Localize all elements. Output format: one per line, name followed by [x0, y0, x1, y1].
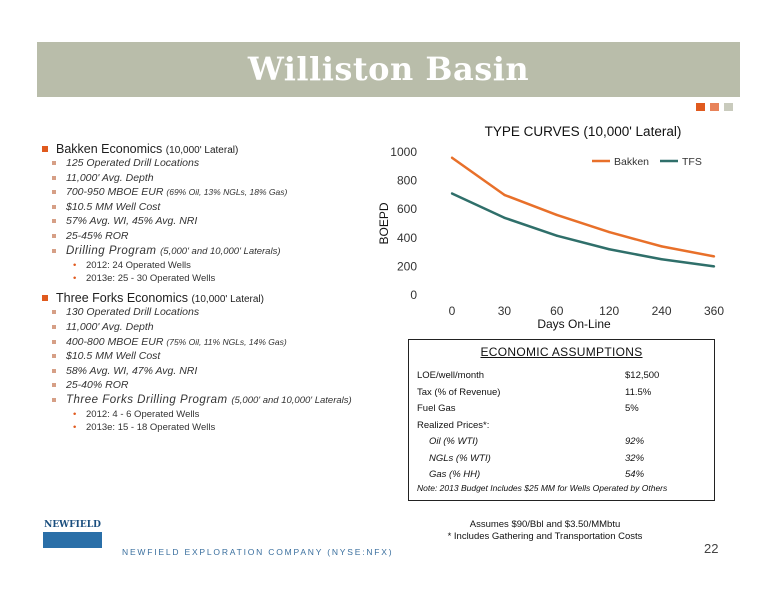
x-tick-label: 120	[599, 304, 619, 318]
title-banner: Williston Basin	[37, 42, 740, 97]
legend-label: Bakken	[614, 156, 649, 168]
price-assumption: Assumes $90/Bbl and $3.50/MMbtu	[469, 519, 621, 530]
economic-assumptions-box: ECONOMIC ASSUMPTIONS LOE/well/month $12,5…	[408, 339, 715, 501]
tf-program-item: 2013e: 15 - 18 Operated Wells	[40, 421, 400, 435]
accent-square-2	[710, 103, 719, 111]
economics-row-label: Oil (% WTI)	[429, 436, 479, 447]
x-axis-label: Days On-Line	[537, 317, 611, 331]
company-footer: NEWFIELD EXPLORATION COMPANY (NYSE:NFX)	[122, 547, 394, 557]
y-axis-label: BOEPD	[377, 202, 391, 244]
data-point-bakken	[555, 213, 558, 217]
x-tick-label: 60	[550, 304, 564, 318]
tf-item: $10.5 MM Well Cost	[40, 349, 400, 364]
gathering-note: * Includes Gathering and Transportation …	[447, 531, 643, 542]
newfield-logo: NEWFIELD	[37, 520, 108, 549]
economics-row-label: Fuel Gas	[417, 403, 456, 414]
x-tick-label: 0	[449, 304, 456, 318]
economics-row-label: NGLs (% WTI)	[429, 453, 491, 464]
y-tick-label: 800	[397, 174, 417, 188]
accent-square-1	[696, 103, 705, 111]
tf-item: 400-800 MBOE EUR (75% Oil, 11% NGLs, 14%…	[40, 335, 400, 350]
data-point-bakken	[503, 193, 506, 197]
tf-item: 130 Operated Drill Locations	[40, 305, 400, 320]
data-point-bakken	[450, 156, 454, 159]
type-curve-chart: 0 200 400 600 800 1000 0 30 60 120 240 360 BOEPD Days…	[377, 145, 724, 331]
bakken-program: Drilling Program (5,000' and 10,000' Lat…	[40, 244, 400, 259]
bakken-heading: Bakken Economics (10,000' Lateral)	[40, 142, 400, 156]
bakken-program-item: 2012: 24 Operated Wells	[40, 259, 400, 273]
data-point-bakken	[712, 255, 716, 258]
logo-mark	[43, 532, 102, 548]
logo-text: NEWFIELD	[44, 520, 101, 530]
tf-item: 25-40% ROR	[40, 378, 400, 393]
data-point-tfs	[503, 216, 506, 219]
tf-heading: Three Forks Economics (10,000' Lateral)	[40, 291, 400, 305]
page-number: 22	[704, 541, 719, 556]
y-tick-label: 200	[397, 259, 417, 273]
economics-row-value: $12,500	[625, 370, 660, 381]
bakken-item: 125 Operated Drill Locations	[40, 156, 400, 171]
tf-item: 58% Avg. WI, 47% Avg. NRI	[40, 364, 400, 379]
data-point-tfs	[450, 192, 454, 195]
tf-program-item: 2012: 4 - 6 Operated Wells	[40, 408, 400, 422]
data-point-bakken	[608, 230, 611, 234]
economics-row-value: 32%	[625, 453, 645, 464]
y-tick-label: 1000	[390, 145, 417, 159]
x-tick-label: 30	[498, 304, 512, 318]
bakken-item: 700-950 MBOE EUR (69% Oil, 13% NGLs, 18%…	[40, 185, 400, 200]
economics-row-label: Tax (% of Revenue)	[417, 387, 501, 398]
economics-row-label: LOE/well/month	[417, 370, 485, 381]
economics-note: Note: 2013 Budget Includes $25 MM for We…	[417, 483, 668, 493]
economics-row-value: 92%	[625, 436, 645, 447]
data-point-tfs	[712, 265, 716, 268]
x-tick-label: 360	[704, 304, 724, 318]
data-point-tfs	[608, 248, 611, 251]
economics-row-value: 11.5%	[625, 387, 652, 398]
legend-label: TFS	[682, 156, 702, 168]
slide-title: Williston Basin	[247, 50, 530, 88]
accent-square-3	[724, 103, 733, 111]
bakken-item: 11,000' Avg. Depth	[40, 171, 400, 186]
chart-title: TYPE CURVES (10,000' Lateral)	[484, 124, 682, 139]
series-line-tfs	[451, 192, 715, 268]
bakken-program-item: 2013e: 25 - 30 Operated Wells	[40, 272, 400, 286]
economics-row-label: Realized Prices*:	[417, 420, 490, 431]
bakken-item: 57% Avg. WI, 45% Avg. NRI	[40, 214, 400, 229]
data-point-bakken	[660, 245, 663, 248]
y-tick-label: 0	[410, 288, 417, 302]
data-point-tfs	[555, 234, 558, 237]
bakken-item: 25-45% ROR	[40, 229, 400, 244]
bakken-item: $10.5 MM Well Cost	[40, 200, 400, 215]
y-tick-label: 600	[397, 202, 417, 216]
economics-row-value: 54%	[625, 469, 645, 480]
series-line-bakken	[451, 156, 715, 258]
bullet-list: Bakken Economics (10,000' Lateral) 125 O…	[40, 142, 400, 435]
x-tick-label: 240	[652, 304, 672, 318]
economics-title: ECONOMIC ASSUMPTIONS	[480, 345, 643, 359]
economics-row-value: 5%	[625, 403, 639, 414]
tf-program: Three Forks Drilling Program (5,000' and…	[40, 393, 400, 408]
economics-row-label: Gas (% HH)	[429, 469, 481, 480]
y-tick-label: 400	[397, 231, 417, 245]
tf-item: 11,000' Avg. Depth	[40, 320, 400, 335]
data-point-tfs	[660, 258, 663, 261]
